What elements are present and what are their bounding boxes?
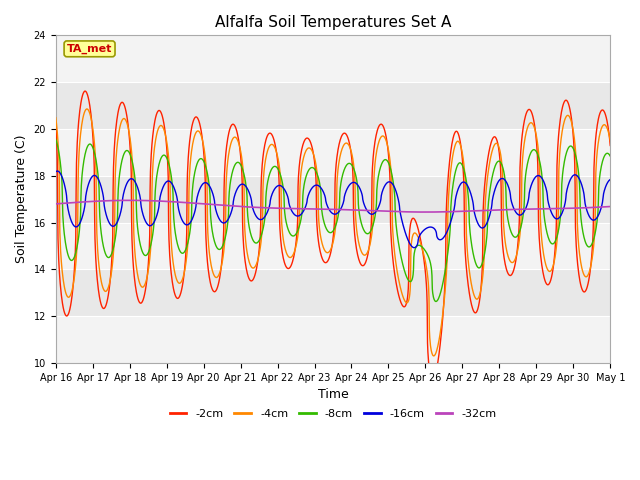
Bar: [56, 223, 611, 269]
Y-axis label: Soil Temperature (C): Soil Temperature (C): [15, 135, 28, 264]
Legend: -2cm, -4cm, -8cm, -16cm, -32cm: -2cm, -4cm, -8cm, -16cm, -32cm: [165, 404, 501, 423]
Title: Alfalfa Soil Temperatures Set A: Alfalfa Soil Temperatures Set A: [215, 15, 451, 30]
Bar: [56, 316, 611, 363]
Bar: [56, 129, 611, 176]
X-axis label: Time: Time: [317, 388, 348, 401]
Bar: [56, 36, 611, 82]
Text: TA_met: TA_met: [67, 44, 112, 54]
